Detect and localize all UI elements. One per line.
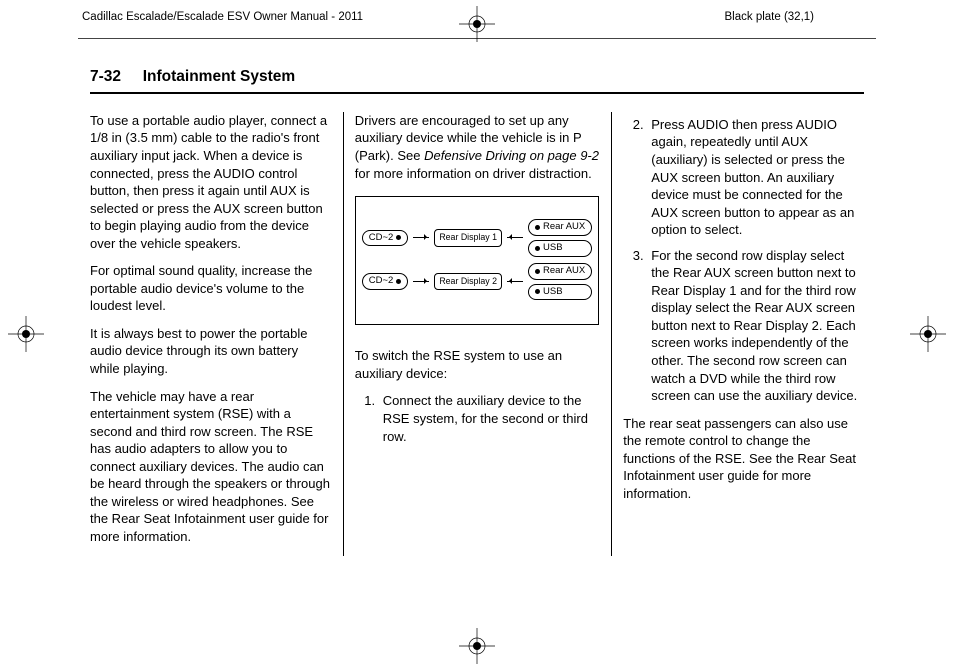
diag-usb-2: USB bbox=[528, 284, 592, 301]
c1-p1: To use a portable audio player, connect … bbox=[90, 112, 331, 252]
diag-rear-aux-1: Rear AUX bbox=[528, 219, 592, 236]
section-header: 7-32 Infotainment System bbox=[90, 67, 864, 94]
c1-p2: For optimal sound quality, increase the … bbox=[90, 262, 331, 315]
crop-mark-left bbox=[8, 316, 44, 352]
c3-p-end: The rear seat passengers can also use th… bbox=[623, 415, 864, 503]
page-body: 7-32 Infotainment System To use a portab… bbox=[90, 67, 864, 556]
column-3: Press AUDIO then press AUDIO again, repe… bbox=[623, 112, 864, 556]
crop-mark-right bbox=[910, 316, 946, 352]
c2-p1: Drivers are encouraged to set up any aux… bbox=[355, 112, 600, 182]
print-header: Cadillac Escalade/Escalade ESV Owner Man… bbox=[0, 0, 954, 38]
column-2: Drivers are encouraged to set up any aux… bbox=[355, 112, 600, 556]
page-number: 7-32 bbox=[90, 68, 121, 85]
diag-usb-1: USB bbox=[528, 240, 592, 257]
chapter-title: Infotainment System bbox=[143, 68, 295, 85]
c1-p3: It is always best to power the portable … bbox=[90, 325, 331, 378]
rse-diagram: CD~2 Rear Display 1 Rear AUX USB CD~2 Re… bbox=[355, 196, 600, 325]
step-1: Connect the auxiliary device to the RSE … bbox=[379, 392, 600, 445]
c1-p4: The vehicle may have a rear entertainmen… bbox=[90, 388, 331, 546]
c2-p2: To switch the RSE system to use an auxil… bbox=[355, 347, 600, 382]
diag-cd2-1: CD~2 bbox=[362, 230, 409, 247]
header-right-text: Black plate (32,1) bbox=[725, 10, 815, 26]
diag-rear-display-1: Rear Display 1 bbox=[434, 229, 502, 247]
column-1: To use a portable audio player, connect … bbox=[90, 112, 331, 556]
step-3: For the second row display select the Re… bbox=[647, 247, 864, 405]
c2-p1b: for more information on driver distracti… bbox=[355, 166, 592, 181]
header-left-text: Cadillac Escalade/Escalade ESV Owner Man… bbox=[82, 10, 363, 26]
c2-p1-ref: Defensive Driving on page 9‑2 bbox=[424, 148, 599, 163]
crop-mark-bottom bbox=[459, 628, 495, 664]
diag-rear-aux-2: Rear AUX bbox=[528, 263, 592, 280]
step-2: Press AUDIO then press AUDIO again, repe… bbox=[647, 116, 864, 239]
diag-cd2-2: CD~2 bbox=[362, 273, 409, 290]
diag-rear-display-2: Rear Display 2 bbox=[434, 273, 502, 291]
